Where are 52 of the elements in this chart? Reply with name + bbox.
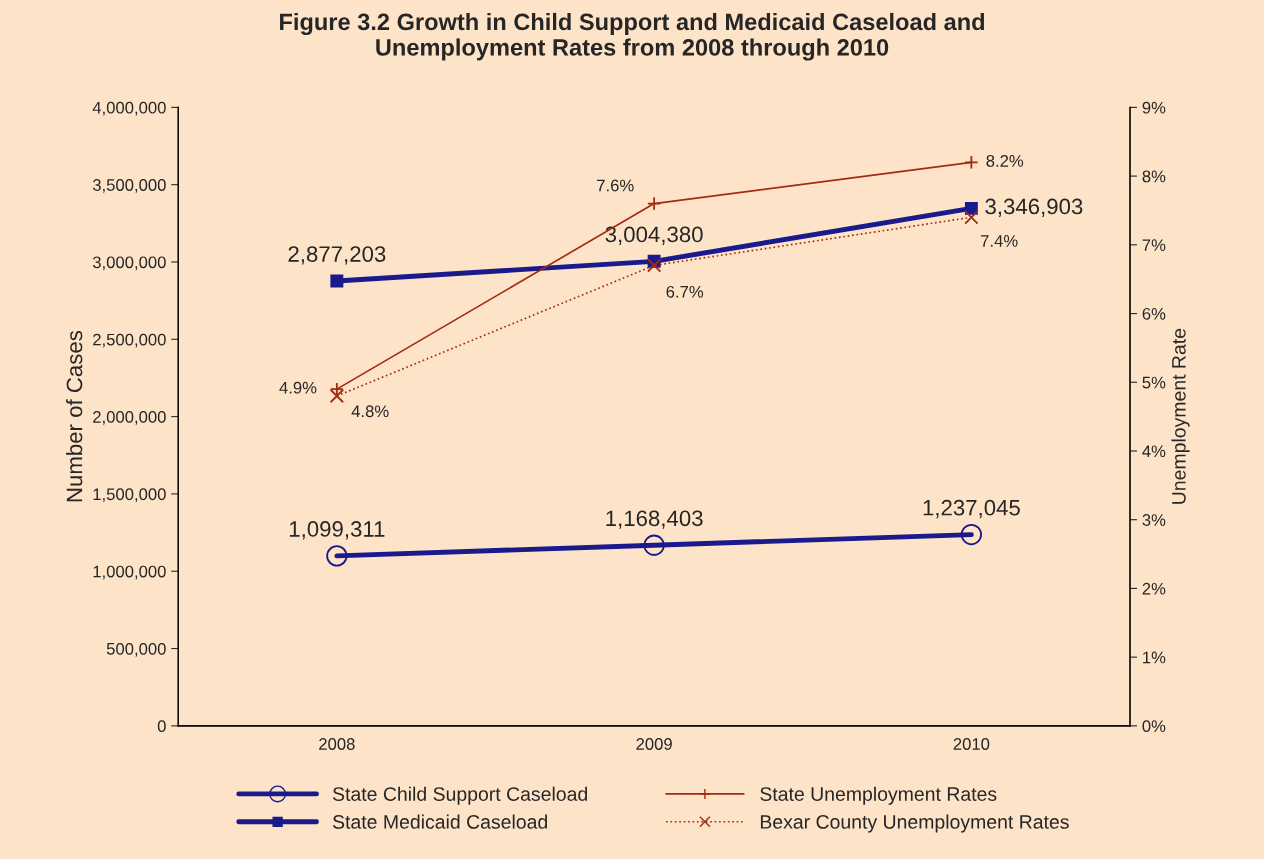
point [326, 545, 348, 567]
y2-tick-label: 4% [1142, 445, 1166, 458]
point [646, 258, 662, 273]
y2-axis-title: Unemployment Rate [1171, 328, 1190, 504]
point [964, 155, 979, 170]
y-tick-label: 3,500,000 [92, 179, 166, 193]
y-tick-label: 0 [157, 720, 166, 733]
point [330, 274, 344, 288]
y-tick-label: 1,000,000 [93, 565, 166, 580]
y-tick-label: 1,500,000 [93, 488, 166, 503]
data-label: 1,099,311 [289, 521, 385, 540]
point [329, 388, 345, 404]
data-label: 6.7% [666, 285, 704, 298]
data-label: 4.9% [279, 381, 317, 394]
x-tick-label: 2008 [319, 738, 355, 750]
y-axis-title: Number of Cases [66, 330, 83, 502]
y2-tick-label: 1% [1143, 651, 1166, 664]
chart-title: Figure 3.2 Growth in Child Support and Medicaid Caseload and Unemployment Rates from 2008 through 2010 [280, 12, 985, 61]
point [960, 523, 983, 546]
y2-tick-label: 3% [1142, 514, 1166, 526]
data-label: 4.8% [351, 405, 389, 418]
x-tick-label: 2009 [636, 738, 672, 750]
y-tick-label: 3,000,000 [92, 256, 166, 271]
x-tick-label: 2010 [953, 738, 990, 750]
data-label: 1,237,045 [923, 499, 1020, 519]
y2-tick-label: 2% [1142, 582, 1166, 595]
point [329, 381, 345, 397]
data-label: 2,877,203 [288, 246, 386, 265]
y2-tick-label: 0% [1142, 720, 1166, 733]
data-label: 7.4% [981, 235, 1018, 247]
point [964, 201, 978, 215]
data-label: 3,004,380 [605, 226, 703, 245]
y2-tick-label: 7% [1142, 239, 1166, 251]
y-tick-label: 4,000,000 [92, 101, 166, 116]
data-label: 8.2% [986, 155, 1024, 167]
y-tick-label: 2,000,000 [93, 411, 166, 425]
point [964, 210, 979, 225]
y-tick-label: 2,500,000 [93, 333, 166, 348]
y-tick-label: 500,000 [106, 642, 166, 657]
point [646, 196, 662, 211]
legend-label: State Medicaid Caseload [332, 814, 547, 829]
y2-tick-label: 6% [1142, 307, 1166, 320]
legend-label: State Unemployment Rates [760, 786, 997, 805]
data-label: 7.6% [597, 179, 634, 192]
y2-tick-label: 9% [1142, 101, 1166, 114]
point [643, 534, 665, 556]
data-label: 3,346,903 [985, 198, 1083, 217]
y2-tick-label: 8% [1142, 170, 1166, 183]
data-label: 1,168,403 [606, 510, 703, 529]
legend-label: State Child Support Caseload [332, 786, 587, 805]
legend-label: Bexar County Unemployment Rates [760, 814, 1069, 833]
y2-tick-label: 5% [1142, 376, 1166, 389]
